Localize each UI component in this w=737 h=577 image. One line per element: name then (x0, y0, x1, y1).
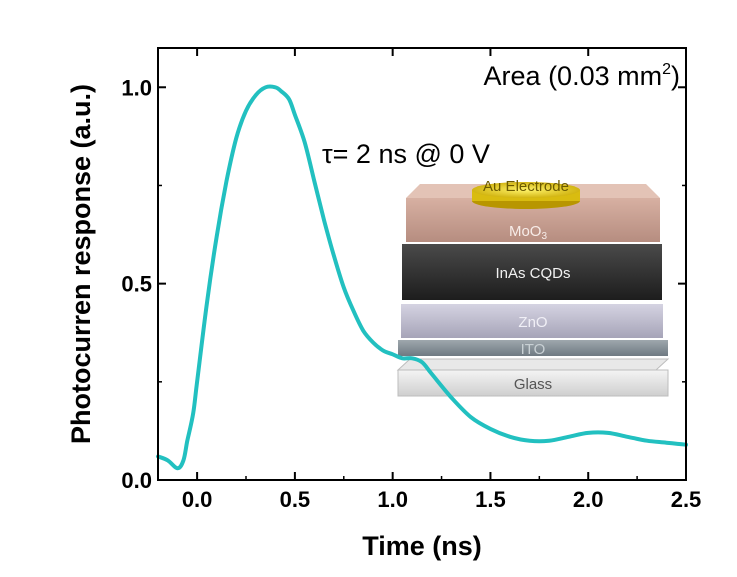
x-axis: 0.0 0.5 1.0 1.5 2.0 2.5 (182, 48, 701, 512)
series-line (156, 84, 688, 471)
au-electrode-label: Au Electrode (483, 178, 569, 195)
moo3-label-sub: 3 (541, 231, 547, 242)
y-tick-label: 1.0 (121, 75, 152, 100)
x-tick-label: 1.5 (475, 487, 506, 512)
y-axis: 0.0 0.5 1.0 (121, 75, 686, 493)
plot-frame (157, 47, 687, 481)
glass-label: Glass (514, 376, 552, 393)
x-tick-label: 0.0 (182, 487, 213, 512)
au-electrode: Au Electrode (472, 178, 580, 209)
area-annotation-sup: 2 (662, 61, 671, 78)
tau-annotation: τ= 2 ns @ 0 V (322, 139, 490, 169)
moo3-label-main: MoO (509, 223, 542, 240)
x-tick-label: 2.0 (573, 487, 604, 512)
inas-cqds-label: InAs CQDs (495, 265, 570, 282)
x-axis-title: Time (ns) (362, 531, 482, 561)
moo3-label: MoO3 (509, 223, 548, 242)
zno-label: ZnO (518, 314, 547, 331)
ito-layer: ITO (398, 340, 668, 358)
inas-cqds-layer: InAs CQDs (402, 244, 662, 300)
x-tick-label: 1.0 (377, 487, 408, 512)
area-annotation: Area (0.03 mm2) (484, 61, 680, 91)
area-annotation-main: Area (0.03 mm (484, 61, 663, 91)
glass-layer: Glass (396, 358, 670, 397)
y-tick-label: 0.5 (121, 272, 152, 297)
ito-label: ITO (521, 341, 546, 358)
x-tick-label: 0.5 (280, 487, 311, 512)
y-axis-title: Photocurren response (a.u.) (66, 84, 96, 444)
device-stack-inset: Glass ITO ZnO InAs CQDs MoO3 Au Electro (396, 178, 670, 397)
area-annotation-close: ) (671, 61, 680, 91)
x-tick-label: 2.5 (671, 487, 702, 512)
zno-layer: ZnO (401, 304, 663, 338)
y-tick-label: 0.0 (121, 468, 152, 493)
